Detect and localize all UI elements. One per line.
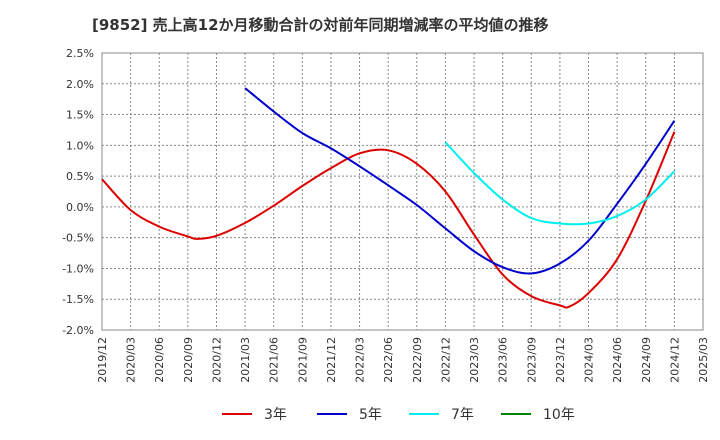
legend-label-4: 10年 <box>543 407 575 423</box>
x-tick-label: 2020/12 <box>210 337 223 383</box>
y-tick-label: -0.5% <box>62 232 94 245</box>
x-tick-label: 2022/03 <box>354 337 367 383</box>
y-tick-label: -2.0% <box>62 324 94 337</box>
x-tick-label: 2020/06 <box>153 337 166 383</box>
x-tick-label: 2023/06 <box>497 337 510 383</box>
legend: 3年 5年 7年 10年 <box>222 407 575 423</box>
x-tick-label: 2025/03 <box>697 337 710 383</box>
x-tick-label: 2023/12 <box>554 337 567 383</box>
legend-label-1: 3年 <box>264 407 287 423</box>
axis-layer: 2.5% 2.0% 1.5% 1.0% 0.5% 0.0% -0.5% -1.0% -1.5% -… <box>62 47 710 383</box>
x-tick-label: 2024/06 <box>611 337 624 383</box>
x-tick-label: 2022/09 <box>411 337 424 383</box>
x-tick-label: 2021/03 <box>239 337 252 383</box>
grid-layer <box>101 52 704 331</box>
y-tick-label: -1.5% <box>62 293 94 306</box>
y-tick-label: 1.0% <box>66 139 94 152</box>
x-tick-label: 2021/09 <box>296 337 309 383</box>
y-tick-label: 2.0% <box>66 78 94 91</box>
x-tick-label: 2023/09 <box>525 337 538 383</box>
plot-frame <box>101 52 704 331</box>
x-tick-label: 2022/12 <box>439 337 452 383</box>
x-tick-label: 2019/12 <box>96 337 109 383</box>
legend-label-3: 7年 <box>451 407 474 423</box>
y-tick-label: 0.5% <box>66 170 94 183</box>
x-tick-label: 2020/09 <box>182 337 195 383</box>
x-tick-label: 2021/12 <box>325 337 338 383</box>
legend-label-2: 5年 <box>359 407 382 423</box>
series-line-3 <box>444 141 676 226</box>
x-tick-label: 2024/09 <box>640 337 653 383</box>
y-tick-label: 2.5% <box>66 47 94 60</box>
series-line-1 <box>101 131 676 309</box>
x-tick-label: 2021/06 <box>268 337 281 383</box>
y-tick-label: 0.0% <box>66 201 94 214</box>
x-tick-label: 2022/06 <box>382 337 395 383</box>
series-line-2 <box>244 87 676 275</box>
series-layer <box>101 87 676 309</box>
x-tick-label: 2024/03 <box>583 337 596 383</box>
x-tick-label: 2020/03 <box>125 337 138 383</box>
chart-title: [9852] 売上高12か月移動合計の対前年同期増減率の平均値の推移 <box>92 16 549 34</box>
x-tick-label: 2024/12 <box>668 337 681 383</box>
y-tick-label: -1.0% <box>62 262 94 275</box>
x-tick-label: 2023/03 <box>468 337 481 383</box>
y-tick-label: 1.5% <box>66 109 94 122</box>
